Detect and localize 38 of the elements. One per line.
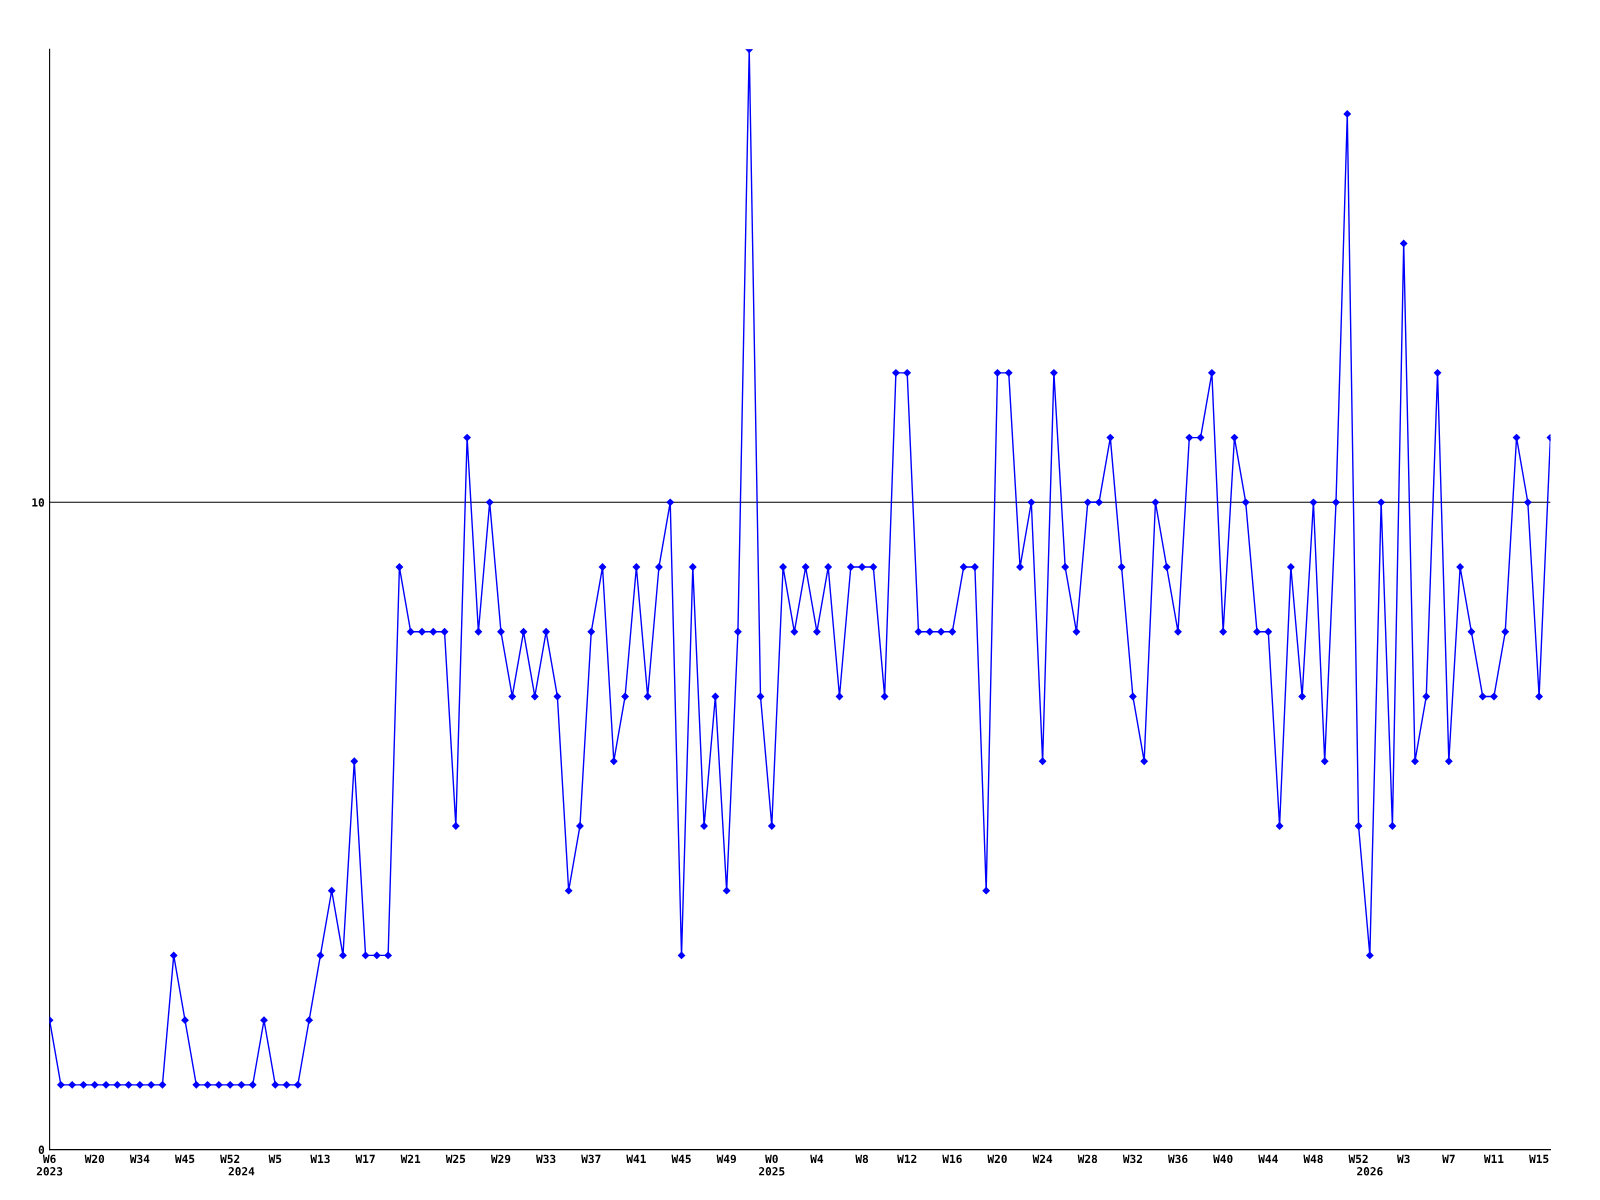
x-tick-label: W12 xyxy=(897,1154,917,1163)
x-tick-label: W52 xyxy=(1348,1154,1368,1164)
x-tick-label: W24 xyxy=(1032,1154,1053,1163)
x-tick-label: W21 xyxy=(400,1154,421,1163)
x-tick-label: W32 xyxy=(1122,1154,1142,1164)
x-tick-label: W37 xyxy=(581,1154,601,1164)
x-tick-label: W17 xyxy=(355,1154,375,1163)
x-tick-label: W5 xyxy=(268,1154,282,1164)
x-tick-label: W49 xyxy=(716,1154,736,1164)
x-tick-label: 2026 xyxy=(1357,1167,1383,1176)
x-tick-label: W36 xyxy=(1167,1154,1188,1164)
x-tick-label: W13 xyxy=(310,1154,330,1164)
x-tick-label: W3 xyxy=(1397,1154,1410,1164)
x-tick-label: W8 xyxy=(855,1154,869,1164)
y-tick-label: 10 xyxy=(32,498,45,507)
x-tick-label: W6 2023 xyxy=(36,1154,63,1176)
x-tick-label: W15 xyxy=(1529,1154,1549,1164)
x-tick-label: W16 xyxy=(942,1154,962,1164)
x-tick-label: W4 xyxy=(810,1154,824,1163)
x-tick-label: W29 xyxy=(490,1154,511,1164)
x-tick-label: W28 xyxy=(1077,1154,1098,1164)
x-tick-label: W41 xyxy=(626,1154,646,1163)
x-tick-label: W33 xyxy=(536,1154,556,1164)
x-tick-label: W0 2025 xyxy=(759,1154,785,1176)
x-tick-label: W52 xyxy=(220,1154,240,1164)
x-tick-label: W44 xyxy=(1258,1154,1278,1163)
x-tick-label: W45 xyxy=(174,1154,195,1164)
x-tick-label: W11 xyxy=(1483,1154,1504,1163)
x-tick-label: W7 xyxy=(1442,1154,1455,1163)
x-tick-label: 2024 xyxy=(228,1167,255,1176)
x-tick-label: W20 xyxy=(84,1154,105,1164)
y-tick-label: 0 xyxy=(38,1145,45,1154)
x-tick-label: W48 xyxy=(1303,1154,1323,1164)
x-tick-label: W20 xyxy=(987,1154,1007,1164)
x-tick-label: W34 xyxy=(129,1154,150,1164)
x-tick-label: W40 xyxy=(1213,1154,1233,1164)
x-tick-label: W25 xyxy=(445,1154,466,1164)
x-tick-label: W45 xyxy=(671,1154,691,1164)
